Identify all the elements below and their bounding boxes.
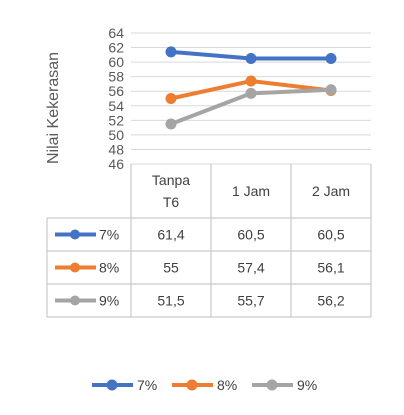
legend-marker <box>266 379 278 391</box>
table-value: 56,1 <box>317 260 344 276</box>
table-value: 60,5 <box>237 227 264 243</box>
table-value: 55,7 <box>237 293 264 309</box>
category-label: 2 Jam <box>312 183 350 199</box>
y-tick-label: 48 <box>108 141 124 157</box>
y-tick-label: 60 <box>108 54 124 70</box>
table-value: 57,4 <box>237 260 264 276</box>
table-series-name: 7% <box>99 227 119 243</box>
y-tick-label: 64 <box>108 25 124 41</box>
y-axis-label: Nilai Kekerasan <box>45 52 62 164</box>
table-series-marker <box>70 229 80 240</box>
y-tick-label: 62 <box>108 40 124 56</box>
table-value: 55 <box>163 260 179 276</box>
table-series-marker <box>70 295 80 306</box>
table-series-name: 8% <box>99 260 119 276</box>
table-series-name: 9% <box>99 293 119 309</box>
legend: 7% 8% 9% <box>92 377 317 393</box>
data-point <box>165 93 177 104</box>
table-value: 61,4 <box>157 227 184 243</box>
category-label: 1 Jam <box>232 183 270 199</box>
table-value: 60,5 <box>317 227 344 243</box>
y-tick-label: 52 <box>108 112 124 128</box>
data-point <box>325 84 337 96</box>
data-point <box>165 118 177 130</box>
data-point <box>165 46 177 58</box>
legend-marker <box>106 379 118 391</box>
y-tick-label: 54 <box>108 98 124 114</box>
data-table: Tanpa T6 1 Jam 2 Jam 7% 61,4 60,5 60,5 8% 55 57,4 5… <box>46 164 372 318</box>
legend-label: 9% <box>297 377 317 393</box>
category-label: T6 <box>163 194 180 210</box>
data-point <box>245 87 257 99</box>
legend-label: 8% <box>217 377 237 393</box>
table-value: 56,2 <box>317 293 344 309</box>
table-series-marker <box>70 262 80 273</box>
y-tick-label: 58 <box>108 69 124 85</box>
legend-label: 7% <box>137 377 157 393</box>
y-tick-label: 50 <box>108 127 124 143</box>
data-point <box>245 52 257 64</box>
data-point <box>325 52 337 64</box>
y-tick-label: 46 <box>108 156 124 172</box>
y-tick-label: 56 <box>108 83 124 99</box>
series-lines <box>165 46 337 130</box>
data-point <box>245 75 257 87</box>
table-value: 51,5 <box>157 293 184 309</box>
category-label: Tanpa <box>152 172 190 188</box>
legend-marker <box>186 379 198 391</box>
